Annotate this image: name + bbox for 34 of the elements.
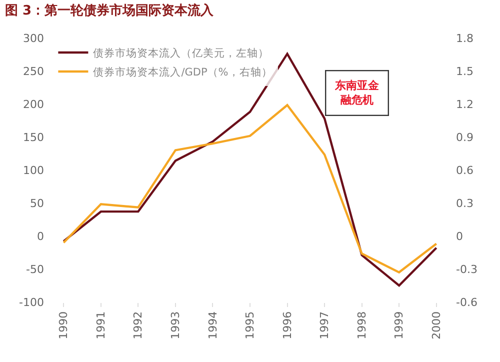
x-tick-label: 2000	[430, 311, 443, 340]
x-tick-label: 1992	[132, 311, 145, 340]
y-tick-label: -100	[19, 296, 44, 309]
y2-tick-label: -0.3	[456, 262, 478, 276]
y2-tick-label: 1.2	[456, 98, 474, 111]
legend-label: 债券市场资本流入/GDP（%，右轴）	[93, 66, 272, 79]
y-tick-label: 200	[23, 98, 44, 111]
y-tick-label: 0	[37, 230, 44, 243]
y2-tick-label: 1.5	[456, 64, 474, 78]
x-tick-label: 1991	[94, 311, 108, 340]
annotation: 东南亚金融危机	[334, 79, 380, 106]
y-tick-label: -50	[26, 262, 44, 276]
x-tick-label: 1990	[57, 311, 70, 340]
line-series	[62, 104, 438, 274]
y2-tick-label: 0	[456, 230, 463, 243]
y-tick-label: 300	[23, 32, 44, 45]
x-tick-label: 1999	[392, 311, 406, 340]
y2-tick-label: 0.3	[456, 196, 474, 210]
y-tick-label: 150	[23, 130, 44, 144]
chart-title: 图 3：第一轮债券市场国际资本流入	[5, 2, 215, 19]
x-tick-label: 1998	[355, 311, 368, 340]
y2-tick-label: 1.8	[456, 32, 474, 45]
legend-label: 债券市场资本流入（亿美元，左轴）	[93, 46, 270, 60]
x-tick-label: 1997	[318, 311, 332, 340]
y-tick-label: 100	[23, 164, 44, 177]
y-tick-label: 250	[23, 64, 44, 78]
x-tick-label: 1993	[169, 311, 182, 340]
x-tick-label: 1994	[206, 311, 220, 340]
x-tick-label: 1996	[280, 311, 294, 340]
y-tick-label: 50	[30, 196, 44, 210]
x-tick-label: 1995	[244, 311, 257, 340]
y2-tick-label: 0.9	[456, 130, 474, 144]
y2-tick-label: 0.6	[456, 164, 474, 177]
y2-tick-label: -0.6	[456, 296, 478, 309]
